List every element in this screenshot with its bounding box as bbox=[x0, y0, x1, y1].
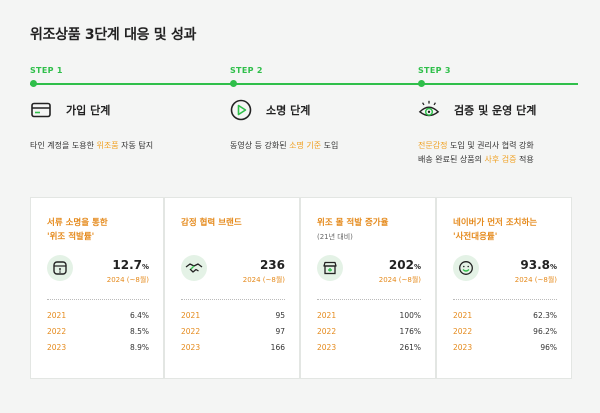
card-period: 2024 (~8월) bbox=[106, 276, 149, 284]
card-big-value: 202% bbox=[388, 258, 421, 272]
card-title: 위조 몰 적발 증가율 bbox=[317, 218, 389, 228]
card-divider bbox=[317, 299, 421, 300]
stat-card-brands: 감정 협력 브랜드 236 2024 (~8월) 2021 95 2022 97 2… bbox=[164, 197, 300, 379]
history-row: 2021 62.3% bbox=[453, 311, 557, 320]
card-big-value: 12.7% bbox=[112, 258, 149, 272]
card-period: 2024 (~8월) bbox=[242, 276, 285, 284]
step-dot bbox=[418, 80, 425, 87]
card-big-value: 93.8% bbox=[520, 258, 557, 272]
history-row: 2021 6.4% bbox=[47, 311, 149, 320]
card-subtitle: (21년 대비) bbox=[317, 233, 353, 241]
history-row: 2021 95 bbox=[181, 311, 285, 320]
history-row: 2022 97 bbox=[181, 327, 285, 336]
page-title: 위조상품 3단계 대응 및 성과 bbox=[30, 27, 197, 43]
card-history: 2021 100% 2022 176% 2023 261% bbox=[317, 311, 421, 359]
step-3: STEP 3 검증 및 운영 단계 전문감정 도입 및 권리사 협력 강화 배송 … bbox=[418, 66, 536, 164]
history-row: 2023 261% bbox=[317, 343, 421, 352]
step-1: STEP 1 가입 단계 타인 계정을 도용한 위조품 자동 탐지 bbox=[30, 66, 153, 150]
step-label: STEP 1 bbox=[30, 66, 63, 75]
history-row: 2023 8.9% bbox=[47, 343, 149, 352]
history-row: 2022 96.2% bbox=[453, 327, 557, 336]
step-heading: 검증 및 운영 단계 bbox=[418, 99, 536, 121]
step-label: STEP 3 bbox=[418, 66, 451, 75]
document-alert-icon bbox=[47, 255, 73, 281]
step-heading-text: 소명 단계 bbox=[266, 104, 311, 117]
play-icon bbox=[230, 99, 252, 121]
step-heading: 소명 단계 bbox=[230, 99, 310, 121]
card-title: 네이버가 먼저 조치하는 '사전대응률' bbox=[453, 218, 538, 242]
card-history: 2021 62.3% 2022 96.2% 2023 96% bbox=[453, 311, 557, 359]
step-label: STEP 2 bbox=[230, 66, 263, 75]
card-divider bbox=[453, 299, 557, 300]
card-title: 감정 협력 브랜드 bbox=[181, 218, 242, 228]
step-dot bbox=[30, 80, 37, 87]
card-divider bbox=[47, 299, 149, 300]
step-description: 타인 계정을 도용한 위조품 자동 탐지 bbox=[30, 141, 154, 150]
eye-icon bbox=[418, 99, 440, 121]
step-heading-text: 가입 단계 bbox=[66, 104, 111, 117]
stat-card-preemptive-rate: 네이버가 먼저 조치하는 '사전대응률' 93.8% 2024 (~8월) 202… bbox=[436, 197, 572, 379]
step-description: 전문감정 도입 및 권리사 협력 강화 배송 완료된 상품의 사후 검증 적용 bbox=[418, 141, 534, 164]
stat-card-detection-rate: 서류 소명을 통한 '위조 적발률' 12.7% 2024 (~8월) 2021 6… bbox=[30, 197, 164, 379]
smile-icon bbox=[453, 255, 479, 281]
history-row: 2023 96% bbox=[453, 343, 557, 352]
card-period: 2024 (~8월) bbox=[514, 276, 557, 284]
step-dot bbox=[230, 80, 237, 87]
card-divider bbox=[181, 299, 285, 300]
handshake-icon bbox=[181, 255, 207, 281]
card-history: 2021 6.4% 2022 8.5% 2023 8.9% bbox=[47, 311, 149, 359]
history-row: 2021 100% bbox=[317, 311, 421, 320]
timeline-line bbox=[30, 83, 578, 85]
stat-card-fake-mall-growth: 위조 몰 적발 증가율 (21년 대비) 202% 2024 (~8월) 202… bbox=[300, 197, 436, 379]
step-description: 동영상 등 강화된 소명 기준 도입 bbox=[230, 141, 339, 150]
card-big-value: 236 bbox=[259, 258, 285, 272]
step-heading: 가입 단계 bbox=[30, 99, 110, 121]
card-icon bbox=[30, 99, 52, 121]
steps-timeline: STEP 1 가입 단계 타인 계정을 도용한 위조품 자동 탐지 STEP 2… bbox=[30, 66, 578, 186]
store-icon bbox=[317, 255, 343, 281]
card-history: 2021 95 2022 97 2023 166 bbox=[181, 311, 285, 359]
card-title: 서류 소명을 통한 '위조 적발률' bbox=[47, 218, 108, 242]
card-period: 2024 (~8월) bbox=[378, 276, 421, 284]
history-row: 2022 8.5% bbox=[47, 327, 149, 336]
step-heading-text: 검증 및 운영 단계 bbox=[454, 104, 537, 117]
history-row: 2023 166 bbox=[181, 343, 285, 352]
step-2: STEP 2 소명 단계 동영상 등 강화된 소명 기준 도입 bbox=[230, 66, 338, 150]
history-row: 2022 176% bbox=[317, 327, 421, 336]
